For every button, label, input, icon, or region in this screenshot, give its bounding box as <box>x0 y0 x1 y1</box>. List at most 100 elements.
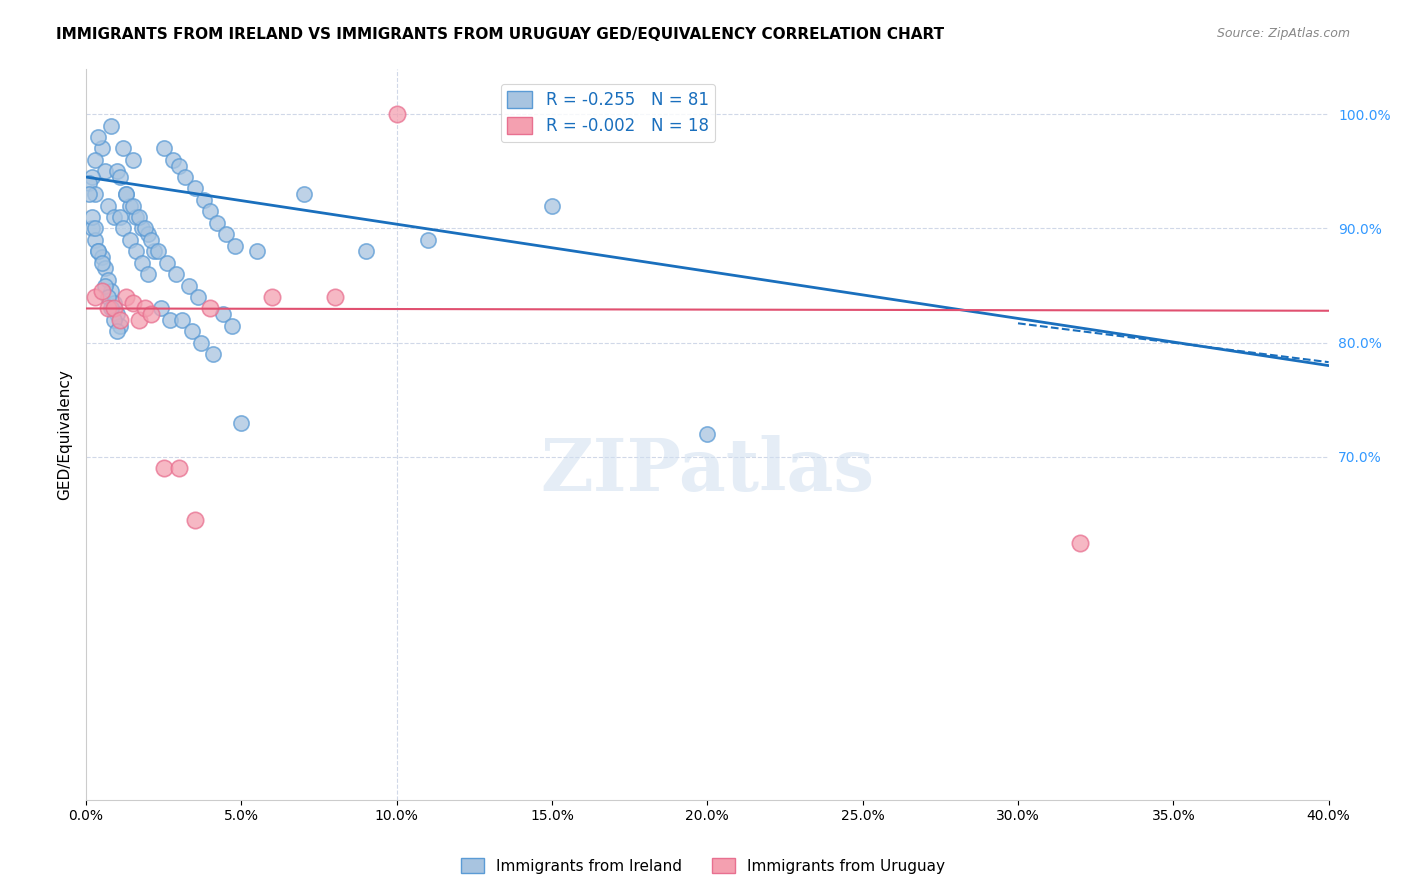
Point <box>90 250 112 264</box>
Point <box>141 307 163 321</box>
Point <box>159 313 181 327</box>
Point <box>87 244 110 259</box>
Point <box>112 221 135 235</box>
Point <box>200 301 222 316</box>
Point <box>105 307 128 321</box>
Point <box>121 153 143 167</box>
Point <box>115 187 138 202</box>
Text: ZIPatlas: ZIPatlas <box>540 435 875 506</box>
Point <box>87 130 110 145</box>
Point <box>136 267 159 281</box>
Point <box>82 170 104 185</box>
Point <box>262 290 284 304</box>
Point <box>115 290 138 304</box>
Point <box>172 313 194 327</box>
Point <box>97 273 120 287</box>
Point <box>87 244 110 259</box>
Point <box>97 290 120 304</box>
Point <box>110 318 132 333</box>
Point <box>211 307 233 321</box>
Point <box>93 261 115 276</box>
Point <box>112 141 135 155</box>
Point <box>97 199 120 213</box>
Point <box>84 187 107 202</box>
Point <box>385 107 408 121</box>
Point <box>84 233 107 247</box>
Point <box>146 244 169 259</box>
Point <box>118 233 141 247</box>
Point <box>131 256 153 270</box>
Point <box>202 347 225 361</box>
Point <box>103 210 125 224</box>
Point <box>193 193 215 207</box>
Point <box>1069 535 1091 549</box>
Point <box>152 141 174 155</box>
Point <box>84 290 107 304</box>
Point <box>156 256 179 270</box>
Point <box>125 244 148 259</box>
Point <box>143 244 166 259</box>
Point <box>180 324 202 338</box>
Point <box>84 221 107 235</box>
Point <box>97 301 120 316</box>
Point <box>152 461 174 475</box>
Point <box>696 427 718 442</box>
Point <box>128 313 150 327</box>
Point <box>231 416 253 430</box>
Y-axis label: GED/Equivalency: GED/Equivalency <box>58 368 72 500</box>
Point <box>292 187 315 202</box>
Point <box>90 141 112 155</box>
Legend: R = -0.255   N = 81, R = -0.002   N = 18: R = -0.255 N = 81, R = -0.002 N = 18 <box>501 84 716 142</box>
Point <box>541 199 564 213</box>
Point <box>103 313 125 327</box>
Point <box>110 170 132 185</box>
Point <box>184 181 207 195</box>
Point <box>187 290 209 304</box>
Point <box>121 199 143 213</box>
Point <box>100 285 122 299</box>
Point <box>165 267 187 281</box>
Point <box>134 301 156 316</box>
Point <box>167 159 190 173</box>
Point <box>110 210 132 224</box>
Point <box>215 227 238 242</box>
Point <box>149 301 172 316</box>
Point <box>174 170 197 185</box>
Text: Source: ZipAtlas.com: Source: ZipAtlas.com <box>1216 27 1350 40</box>
Point <box>118 199 141 213</box>
Point <box>323 290 346 304</box>
Legend: Immigrants from Ireland, Immigrants from Uruguay: Immigrants from Ireland, Immigrants from… <box>454 852 952 880</box>
Point <box>354 244 377 259</box>
Point <box>110 313 132 327</box>
Point <box>167 461 190 475</box>
Point <box>77 187 100 202</box>
Point <box>184 513 207 527</box>
Point <box>105 324 128 338</box>
Point <box>121 295 143 310</box>
Point <box>134 221 156 235</box>
Point <box>224 238 246 252</box>
Point <box>200 204 222 219</box>
Point <box>162 153 184 167</box>
Point <box>93 278 115 293</box>
Point <box>205 216 228 230</box>
Point <box>125 210 148 224</box>
Point <box>103 301 125 316</box>
Point <box>190 335 212 350</box>
Point <box>131 221 153 235</box>
Point <box>141 233 163 247</box>
Point <box>84 153 107 167</box>
Point <box>416 233 439 247</box>
Point <box>136 227 159 242</box>
Point <box>82 221 104 235</box>
Point <box>100 119 122 133</box>
Point <box>100 301 122 316</box>
Text: IMMIGRANTS FROM IRELAND VS IMMIGRANTS FROM URUGUAY GED/EQUIVALENCY CORRELATION C: IMMIGRANTS FROM IRELAND VS IMMIGRANTS FR… <box>56 27 945 42</box>
Point <box>221 318 243 333</box>
Point <box>90 256 112 270</box>
Point <box>82 210 104 224</box>
Point <box>128 210 150 224</box>
Point <box>90 285 112 299</box>
Point <box>105 164 128 178</box>
Point <box>93 164 115 178</box>
